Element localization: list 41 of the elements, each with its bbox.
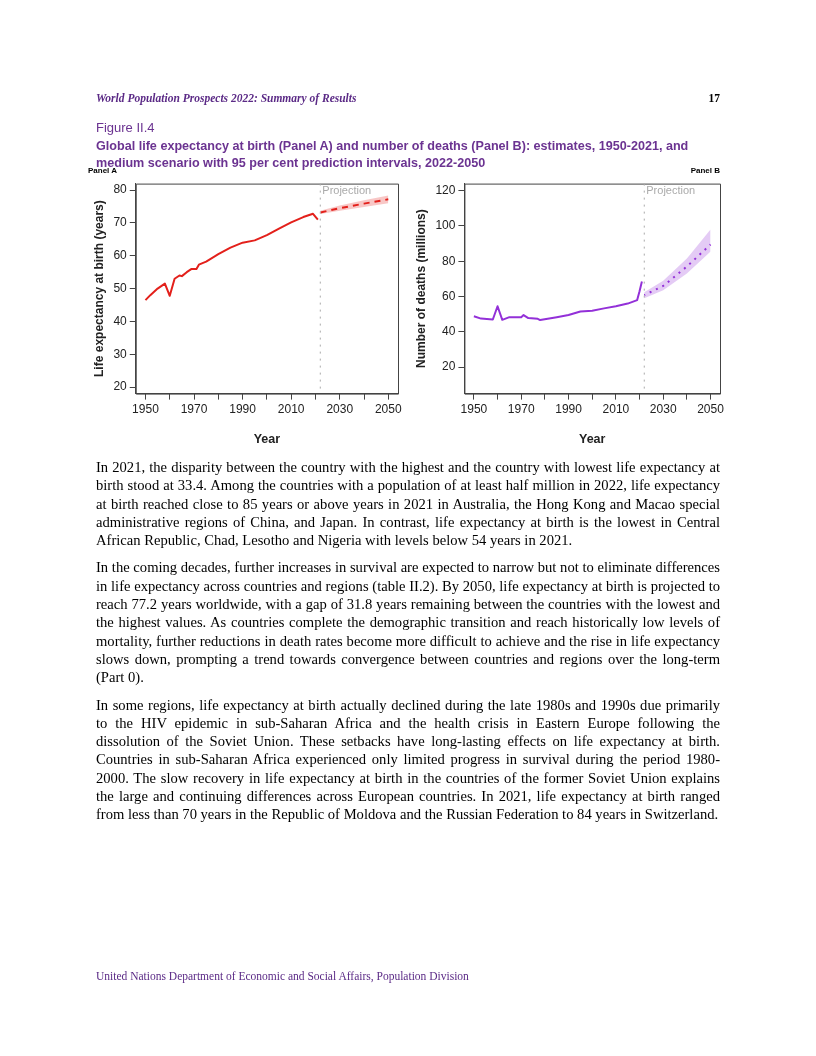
x-tick-label: 2030 <box>326 402 354 417</box>
text: 17 <box>708 92 720 104</box>
ref-line-label: Projection <box>322 184 372 197</box>
x-tick-label: 2050 <box>374 402 402 417</box>
x-tick-label: 1950 <box>132 402 160 417</box>
text: In the coming decades, further increases in survival are expected to narrow but not to eliminate differences in life expectancy across countries and regions (table II.2). By 2050, life expectancy at birth is projected to reach 77.2 years worldwide, with a gap of 31.8 years remaining between the countries with the lowest and the highest values. As countries complete the demographic transition and reach historically low levels of mortality, further reductions in death rates become more difficult to achieve and the rise in life expectancy slows down, prompting a trend towards convergence between countries and regions over the long-term (Part 0). <box>96 558 720 687</box>
y-tick-label: 80 <box>113 182 128 197</box>
text: In some regions, life expectancy at birth actually declined during the late 1980s and 1990s due primarily to the HIV epidemic in sub-Saharan Africa and the health crisis in Eastern Europe following the dissolution of the Soviet Union. These setbacks have long-lasting effects on life expectancy at birth. Countries in sub-Saharan Africa experienced only limited progress in survival during the period 1980-2000. The slow recovery in life expectancy at birth in the countries of the former Soviet Union explains the large and continuing differences across European countries. In 2021, life expectancy at birth ranged from less than 70 years in the Republic of Moldova and the Russian Federation to 84 years in Switzerland. <box>96 695 720 824</box>
x-axis-title: Year <box>253 431 281 446</box>
y-tick-label: 20 <box>442 359 456 374</box>
x-tick-label: 1990 <box>555 402 583 417</box>
line-series <box>643 243 712 297</box>
x-tick-label: 2010 <box>277 402 305 417</box>
y-tick-label: 30 <box>113 346 128 361</box>
y-tick-label: 20 <box>113 379 128 394</box>
x-tick-label: 2050 <box>697 402 725 417</box>
y-tick-label: 50 <box>113 280 128 295</box>
y-tick-label: 100 <box>435 218 456 233</box>
chart-title: Panel B <box>690 166 721 175</box>
x-axis-title: Year <box>579 431 606 446</box>
y-tick-label: 120 <box>435 182 456 197</box>
text: In 2021, the disparity between the country with the highest and the country with lowest life expectancy at birth stood at 33.4. Among the countries with a population of at least half million in 2022, life expectancy at birth reached close to 85 years or above years in 2021 in Australia, the Hong Kong and Macao special administrative regions of China, and Japan. In contrast, life expectancy at birth is the lowest in Central African Republic, Chad, Lesotho and Nigeria with levels below 54 years in 2021. <box>96 458 720 550</box>
x-tick-label: 2010 <box>602 402 630 417</box>
y-tick-label: 40 <box>442 324 456 339</box>
y-tick-label: 70 <box>113 215 128 230</box>
y-tick-label: 60 <box>442 288 456 303</box>
x-tick-label: 2030 <box>649 402 677 417</box>
y-axis-title: Number of deaths (millions) <box>413 209 428 368</box>
x-tick-label: 1970 <box>180 402 208 417</box>
x-tick-label: 1990 <box>229 402 257 417</box>
y-tick-label: 60 <box>113 248 128 263</box>
chart-title: Panel A <box>88 166 118 175</box>
text: Figure II.4 <box>96 120 156 135</box>
y-tick-label: 80 <box>442 253 456 268</box>
x-tick-label: 1970 <box>507 402 535 417</box>
x-tick-label: 1950 <box>460 402 488 417</box>
y-axis-title: Life expectancy at birth (years) <box>91 200 106 377</box>
y-tick-label: 40 <box>113 313 128 328</box>
ref-line-label: Projection <box>646 184 696 197</box>
text: United Nations Department of Economic and Social Affairs, Population Division <box>96 970 469 982</box>
text: World Population Prospects 2022: Summary of Results <box>96 92 357 104</box>
